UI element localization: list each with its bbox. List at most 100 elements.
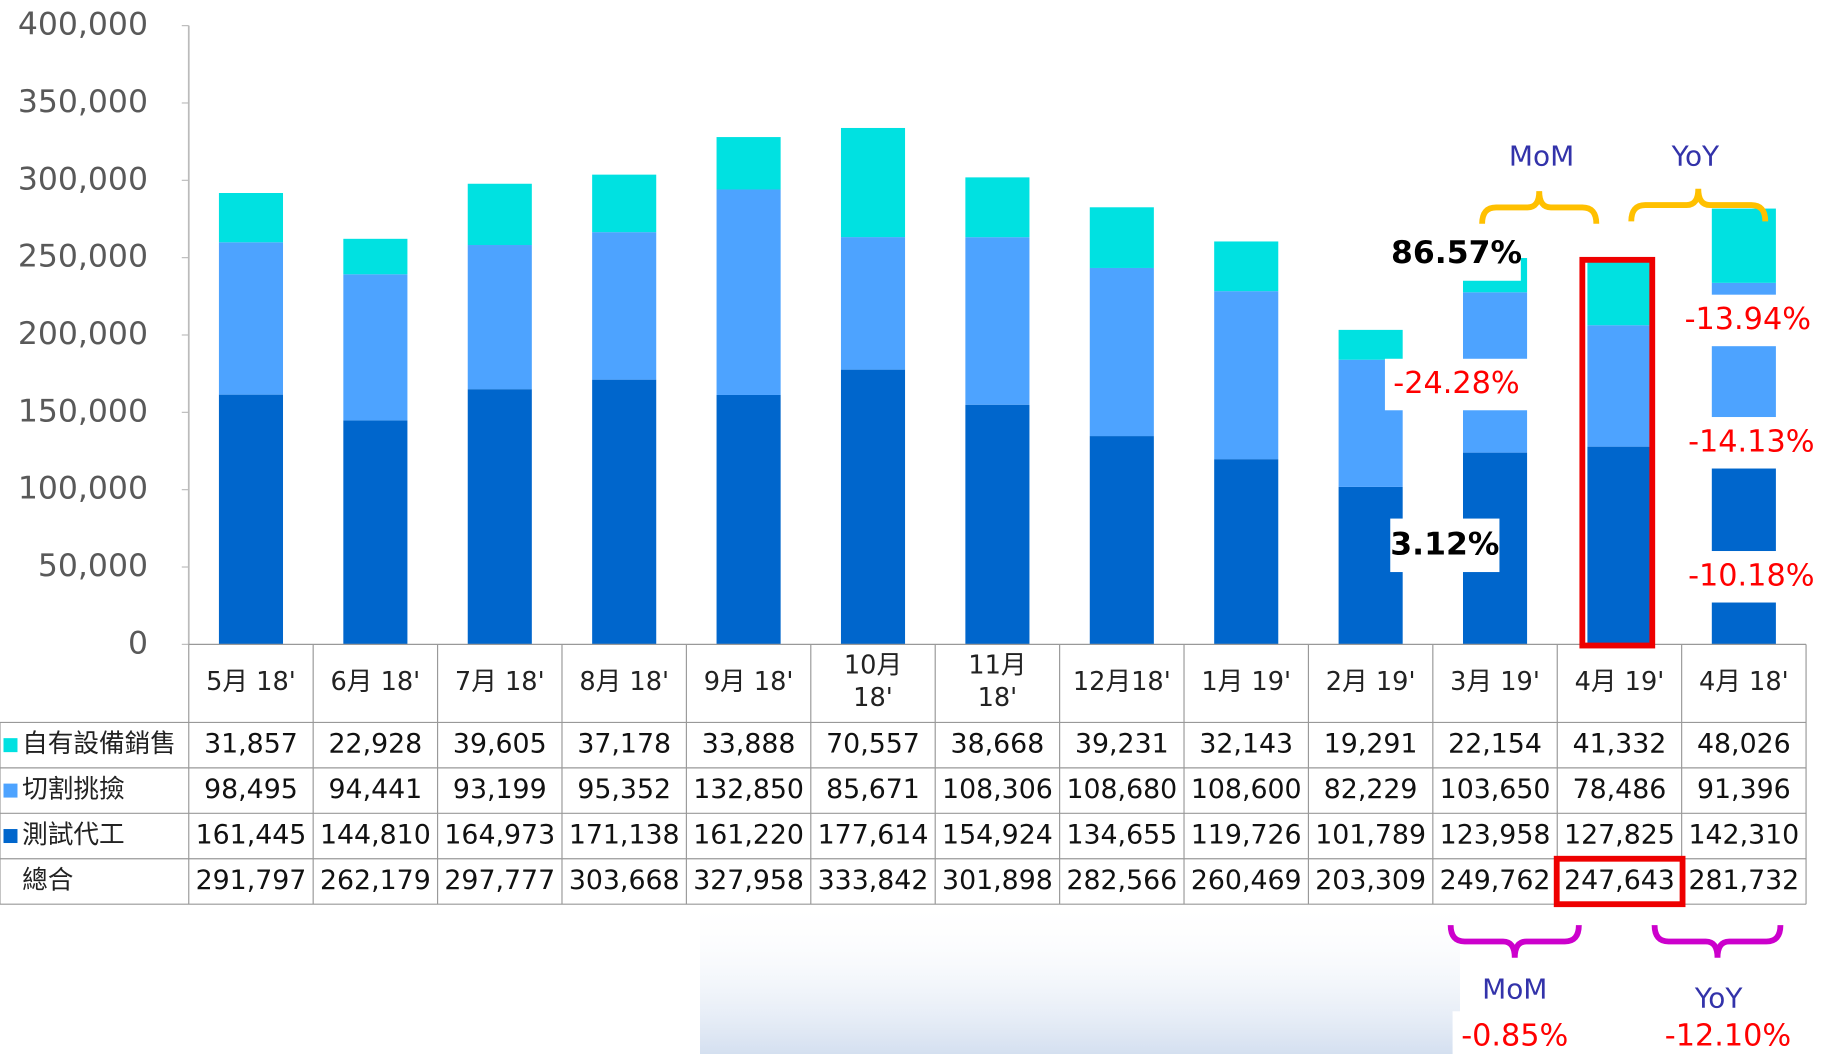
table-cell: 38,668 (951, 729, 1045, 760)
bar-segment (218, 394, 284, 645)
chart-body: 0 50,000 100,000 150,000 200,000 250,000 300,0… (0, 7, 1823, 1054)
table-cell: 82,229 (1324, 774, 1418, 805)
total-cell: 247,643 (1564, 865, 1675, 896)
total-cell: 262,179 (320, 865, 431, 896)
brace (1628, 188, 1769, 222)
category-label: 2月 19' (1326, 667, 1416, 697)
category-label: 7月 18' (455, 667, 545, 697)
table-cell: 142,310 (1688, 820, 1799, 851)
table-cell: 132,850 (693, 774, 804, 805)
total-cell: 333,842 (818, 865, 929, 896)
bar-segment (840, 237, 906, 370)
total-cell: 260,469 (1191, 865, 1302, 896)
table-cell: 70,557 (826, 729, 920, 760)
y-tick-label: 300,000 (18, 161, 148, 197)
legend-swatch (3, 738, 18, 753)
bar-segment (1089, 207, 1154, 268)
annotation: MoM (1482, 972, 1547, 1005)
bar-segment (1587, 261, 1652, 326)
bar-segment (1214, 459, 1279, 645)
table-cell: 144,810 (320, 820, 431, 851)
table-cell: 101,789 (1315, 820, 1426, 851)
bar-segment (1214, 241, 1279, 292)
annotation: -13.94% (1685, 302, 1811, 337)
table-cell: 108,306 (942, 774, 1053, 805)
bar-segment (716, 394, 781, 645)
category-label: 4月 18' (1699, 667, 1789, 697)
total-cell: 249,762 (1440, 865, 1551, 896)
total-cell: 281,732 (1688, 865, 1799, 896)
total-cell: 297,777 (444, 865, 555, 896)
y-tick-label: 50,000 (38, 548, 148, 584)
annotation: YoY (1671, 139, 1720, 172)
table-cell: 161,445 (196, 820, 307, 851)
bar-segment (218, 242, 284, 395)
legend-swatch (3, 829, 18, 844)
bar-segment (965, 404, 1030, 645)
annotation: 86.57% (1391, 235, 1522, 271)
table-cell: 127,825 (1564, 820, 1675, 851)
category-label: 10月 18' (844, 650, 902, 713)
bar-segment (343, 238, 408, 275)
annotation: MoM (1509, 139, 1574, 172)
annotation-bg (1676, 294, 1820, 347)
table-cell: 119,726 (1191, 820, 1302, 851)
bar-segment (840, 369, 906, 645)
legend-swatch (3, 783, 18, 798)
bar-segment (1587, 446, 1652, 645)
category-label: 1月 19' (1201, 667, 1291, 697)
y-tick-label: 250,000 (18, 239, 148, 275)
table-cell: 32,143 (1199, 729, 1293, 760)
brace (1447, 925, 1582, 958)
table-cell: 22,928 (329, 729, 423, 760)
table-cell: 171,138 (569, 820, 680, 851)
highlight-box (1553, 855, 1686, 908)
annotation-bg (1679, 551, 1823, 603)
table-cell: 95,352 (577, 774, 671, 805)
table-cell: 103,650 (1440, 774, 1551, 805)
table-cell: 85,671 (826, 774, 920, 805)
table-cell: 33,888 (702, 729, 796, 760)
category-label: 12月18' (1073, 667, 1171, 697)
bar-segment (1587, 325, 1652, 447)
bar-segment (592, 379, 657, 645)
y-tick-label: 400,000 (18, 7, 148, 43)
annotation: -0.85% (1461, 1019, 1568, 1054)
y-tick-label: 200,000 (18, 316, 148, 352)
y-tick-label: 100,000 (18, 471, 148, 507)
table-cell: 154,924 (942, 820, 1053, 851)
table-cell: 19,291 (1324, 729, 1418, 760)
bar-segment (1338, 329, 1403, 360)
table-cell: 164,973 (444, 820, 555, 851)
total-label: 總合 (22, 865, 73, 895)
total-cell: 301,898 (942, 865, 1053, 896)
table-cell: 161,220 (693, 820, 804, 851)
table-cell: 134,655 (1066, 820, 1177, 851)
table-cell: 31,857 (204, 729, 298, 760)
annotation: -12.10% (1665, 1019, 1791, 1054)
category-label: 8月 18' (579, 667, 669, 697)
category-label: 6月 18' (331, 667, 421, 697)
bar-segment (840, 127, 906, 238)
background-art (700, 900, 1460, 1054)
table-cell: 37,178 (577, 729, 671, 760)
total-cell: 303,668 (569, 865, 680, 896)
bar-segment (1214, 291, 1279, 460)
table-cell: 41,332 (1573, 729, 1667, 760)
table-cell: 93,199 (453, 774, 547, 805)
table-cell: 123,958 (1440, 820, 1551, 851)
legend-label: 測試代工 (22, 820, 124, 850)
annotation-bg (1392, 227, 1521, 281)
bar-segment (1089, 436, 1154, 645)
table-cell: 108,600 (1191, 774, 1302, 805)
table-cell: 94,441 (329, 774, 423, 805)
bar-segment (343, 420, 408, 645)
bar-segment (343, 274, 408, 421)
brace (1651, 925, 1784, 958)
bar-segment (467, 389, 532, 645)
category-label: 4月 19' (1575, 667, 1665, 697)
table-cell: 78,486 (1573, 774, 1667, 805)
table-cell: 108,680 (1066, 774, 1177, 805)
